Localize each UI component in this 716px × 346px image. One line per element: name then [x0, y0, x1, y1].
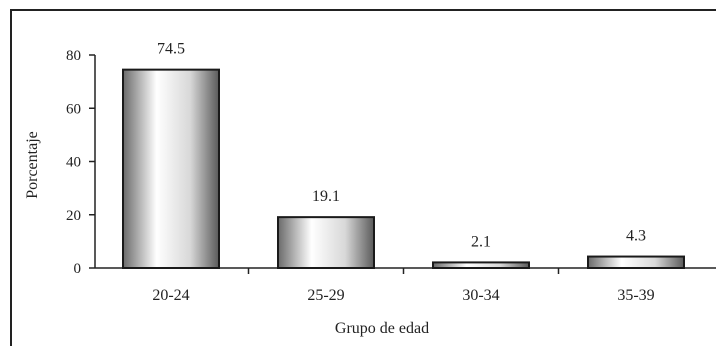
bar-35-39	[587, 255, 685, 269]
bar-25-29	[277, 216, 375, 270]
x-tick-label-35-39: 35-39	[617, 287, 654, 304]
data-label-30-34: 2.1	[471, 233, 491, 250]
frame-border-top	[10, 9, 716, 11]
data-label-35-39: 4.3	[626, 228, 646, 245]
y-tick-label: 0	[74, 261, 82, 277]
bar-20-24	[122, 68, 220, 269]
x-axis-label: Grupo de edad	[335, 320, 429, 337]
frame-border-left	[10, 9, 12, 346]
x-tick-label-25-29: 25-29	[307, 287, 344, 304]
y-axis-label: Porcentaje	[24, 131, 41, 199]
data-label-25-29: 19.1	[312, 188, 340, 205]
bar-30-34	[432, 261, 530, 270]
x-tick-label-20-24: 20-24	[152, 287, 189, 304]
y-tick-label: 80	[66, 48, 81, 64]
x-tick-label-30-34: 30-34	[462, 287, 499, 304]
y-tick-label: 60	[66, 101, 81, 117]
data-label-20-24: 74.5	[157, 41, 185, 58]
y-tick-label: 20	[66, 208, 81, 224]
y-tick-label: 40	[66, 155, 81, 171]
